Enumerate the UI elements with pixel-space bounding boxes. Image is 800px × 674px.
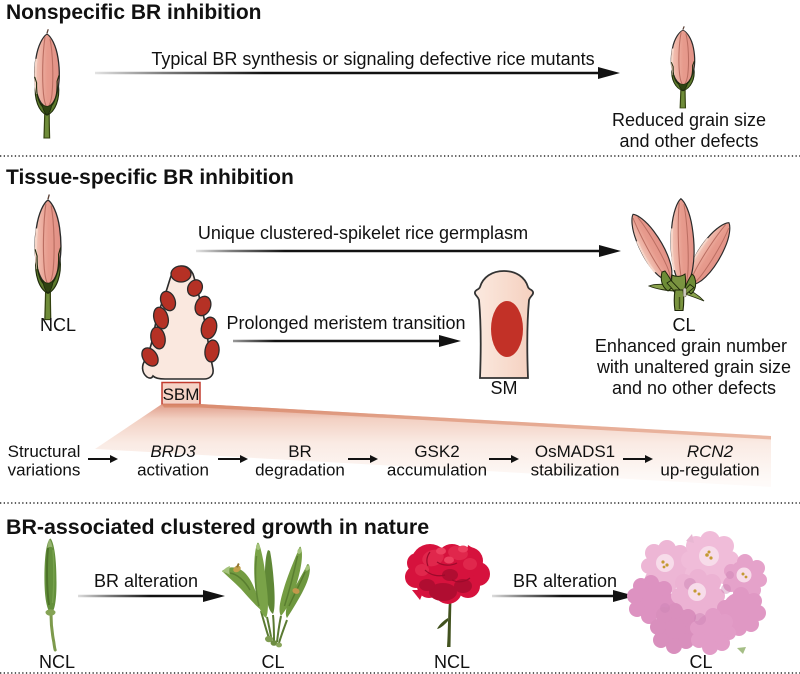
svg-text:Nonspecific BR inhibition: Nonspecific BR inhibition [6, 1, 262, 24]
svg-text:CL: CL [261, 652, 284, 672]
svg-text:Tissue-specific BR inhibition: Tissue-specific BR inhibition [6, 166, 294, 189]
svg-text:RCN2: RCN2 [687, 442, 734, 461]
svg-text:with unaltered grain size: with unaltered grain size [596, 357, 791, 377]
svg-text:Enhanced grain number: Enhanced grain number [595, 336, 787, 356]
svg-text:BR: BR [288, 442, 312, 461]
svg-text:SBM: SBM [163, 385, 200, 404]
svg-text:BR alteration: BR alteration [513, 571, 617, 591]
svg-text:up-regulation: up-regulation [660, 460, 759, 479]
svg-text:Structural: Structural [8, 442, 81, 461]
svg-text:Typical BR synthesis or signal: Typical BR synthesis or signaling defect… [151, 49, 594, 69]
svg-text:stabilization: stabilization [531, 460, 620, 479]
svg-text:BR-associated clustered growth: BR-associated clustered growth in nature [6, 515, 429, 539]
svg-text:NCL: NCL [434, 652, 470, 672]
svg-text:Prolonged meristem transition: Prolonged meristem transition [226, 313, 465, 333]
svg-text:CL: CL [689, 652, 712, 672]
svg-text:accumulation: accumulation [387, 460, 487, 479]
svg-text:NCL: NCL [39, 652, 75, 672]
svg-text:degradation: degradation [255, 460, 345, 479]
svg-text:NCL: NCL [40, 315, 76, 335]
svg-text:GSK2: GSK2 [414, 442, 459, 461]
svg-text:OsMADS1: OsMADS1 [535, 442, 615, 461]
svg-text:variations: variations [8, 460, 81, 479]
svg-text:BRD3: BRD3 [150, 442, 196, 461]
svg-text:BR alteration: BR alteration [94, 571, 198, 591]
svg-text:CL: CL [672, 315, 695, 335]
svg-text:SM: SM [491, 378, 518, 398]
svg-text:and no other defects: and no other defects [612, 378, 776, 398]
svg-text:Reduced grain size: Reduced grain size [612, 110, 766, 130]
svg-text:Unique clustered-spikelet rice: Unique clustered-spikelet rice germplasm [198, 223, 528, 243]
svg-text:and other defects: and other defects [619, 131, 758, 151]
svg-text:activation: activation [137, 460, 209, 479]
